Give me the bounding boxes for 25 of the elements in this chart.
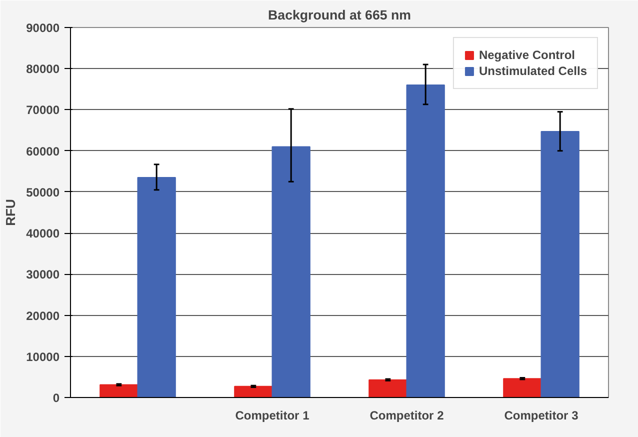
bar [406,84,445,398]
x-tick-label: Competitor 3 [504,408,579,422]
y-tick-label: 10000 [26,350,60,364]
y-tick-label: 0 [52,391,60,405]
y-tick-label: 80000 [26,62,60,76]
bar [272,146,310,398]
x-tick-label: Competitor 2 [370,408,444,422]
bar [368,379,408,398]
chart-title: Background at 665 nm [268,8,412,22]
legend-label: Negative Control [478,48,575,62]
bar [503,378,542,398]
x-tick-label: Competitor 1 [235,408,310,422]
y-axis-title: RFU [3,199,18,226]
y-tick-label: 60000 [26,144,60,158]
y-tick-label: 30000 [26,268,60,282]
legend-label: Unstimulated Cells [478,64,587,78]
bar [540,131,580,398]
y-tick-label: 50000 [26,185,60,200]
y-tick-label: 70000 [26,103,60,118]
y-tick-label: 90000 [26,21,60,35]
bar [234,386,273,398]
y-tick-label: 40000 [26,226,60,241]
bar [100,384,138,398]
y-tick-label: 20000 [26,308,60,323]
bar [137,177,176,398]
